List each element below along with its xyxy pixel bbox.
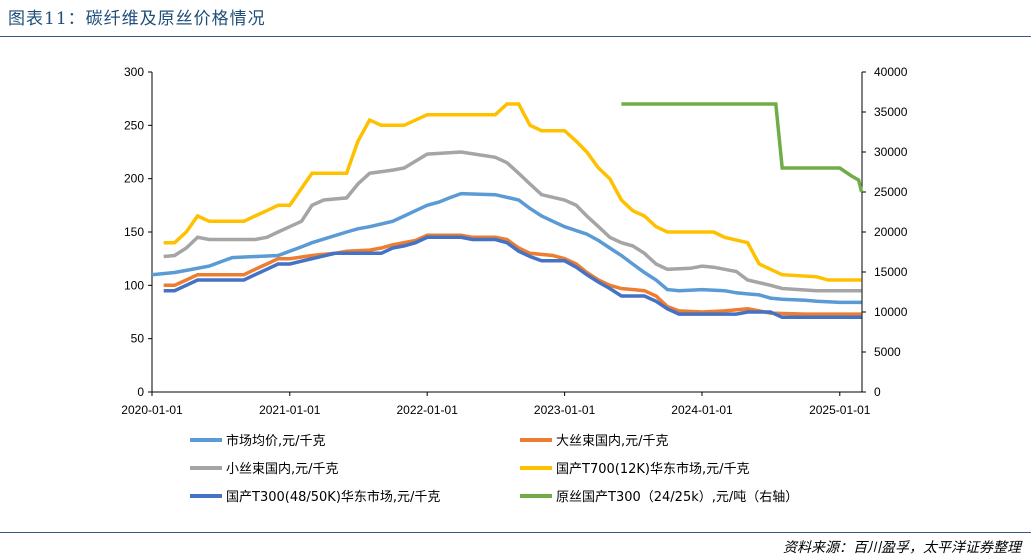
x-tick-label: 2023-01-01 xyxy=(534,403,596,417)
y-right-tick-label: 30000 xyxy=(874,145,908,159)
chart-axes: 0 50 100 150 200 250 300 0 5000 10000 15000 20000 25… xyxy=(121,65,907,417)
y-left-tick-label: 250 xyxy=(124,118,144,132)
series-line-2 xyxy=(163,150,862,293)
x-tick-label: 2020-01-01 xyxy=(121,403,183,417)
chart-plot-area xyxy=(151,102,864,320)
y-right-tick-label: 0 xyxy=(874,385,881,399)
figure-title: 图表11：碳纤维及原丝价格情况 xyxy=(8,9,266,29)
y-left-tick-label: 150 xyxy=(124,225,144,239)
top-divider xyxy=(0,36,1031,37)
legend-label-2: 小丝束国内,元/千克 xyxy=(226,461,339,477)
legend-label-4: 国产T300(48/50K)华东市场,元/千克 xyxy=(226,489,440,505)
y-left-tick-label: 50 xyxy=(131,332,145,346)
source-note: 资料来源：百川盈孚，太平洋证券整理 xyxy=(783,540,1021,556)
x-tick-label: 2024-01-01 xyxy=(671,403,733,417)
y-right-tick-label: 5000 xyxy=(874,345,901,359)
legend-label-0: 市场均价,元/千克 xyxy=(226,433,326,449)
y-right-tick-label: 20000 xyxy=(874,225,908,239)
y-left-tick-label: 100 xyxy=(124,278,144,292)
series-line-1 xyxy=(163,233,862,316)
y-left-tick-label: 0 xyxy=(137,385,144,399)
y-left-tick-label: 300 xyxy=(124,65,144,79)
series-line-0 xyxy=(151,191,862,305)
y-right-tick-label: 10000 xyxy=(874,305,908,319)
legend-label-5: 原丝国产T300（24/25k）,元/吨（右轴） xyxy=(556,490,798,505)
series-line-3 xyxy=(163,102,862,282)
y-right-tick-label: 25000 xyxy=(874,185,908,199)
x-tick-label: 2022-01-01 xyxy=(396,403,458,417)
x-tick-label: 2021-01-01 xyxy=(259,403,321,417)
legend-label-3: 国产T700(12K)华东市场,元/千克 xyxy=(556,461,749,477)
y-left-tick-label: 200 xyxy=(124,172,144,186)
price-line-chart: 0 50 100 150 200 250 300 0 5000 10000 15000 20000 25… xyxy=(121,65,907,505)
series-line-5 xyxy=(621,102,864,193)
legend-label-1: 大丝束国内,元/千克 xyxy=(556,433,669,449)
bottom-divider xyxy=(0,532,1031,533)
y-right-tick-label: 40000 xyxy=(874,65,908,79)
y-right-tick-label: 35000 xyxy=(874,105,908,119)
series-line-4 xyxy=(163,235,862,320)
y-right-tick-label: 15000 xyxy=(874,265,908,279)
x-tick-label: 2025-01-01 xyxy=(809,403,871,417)
